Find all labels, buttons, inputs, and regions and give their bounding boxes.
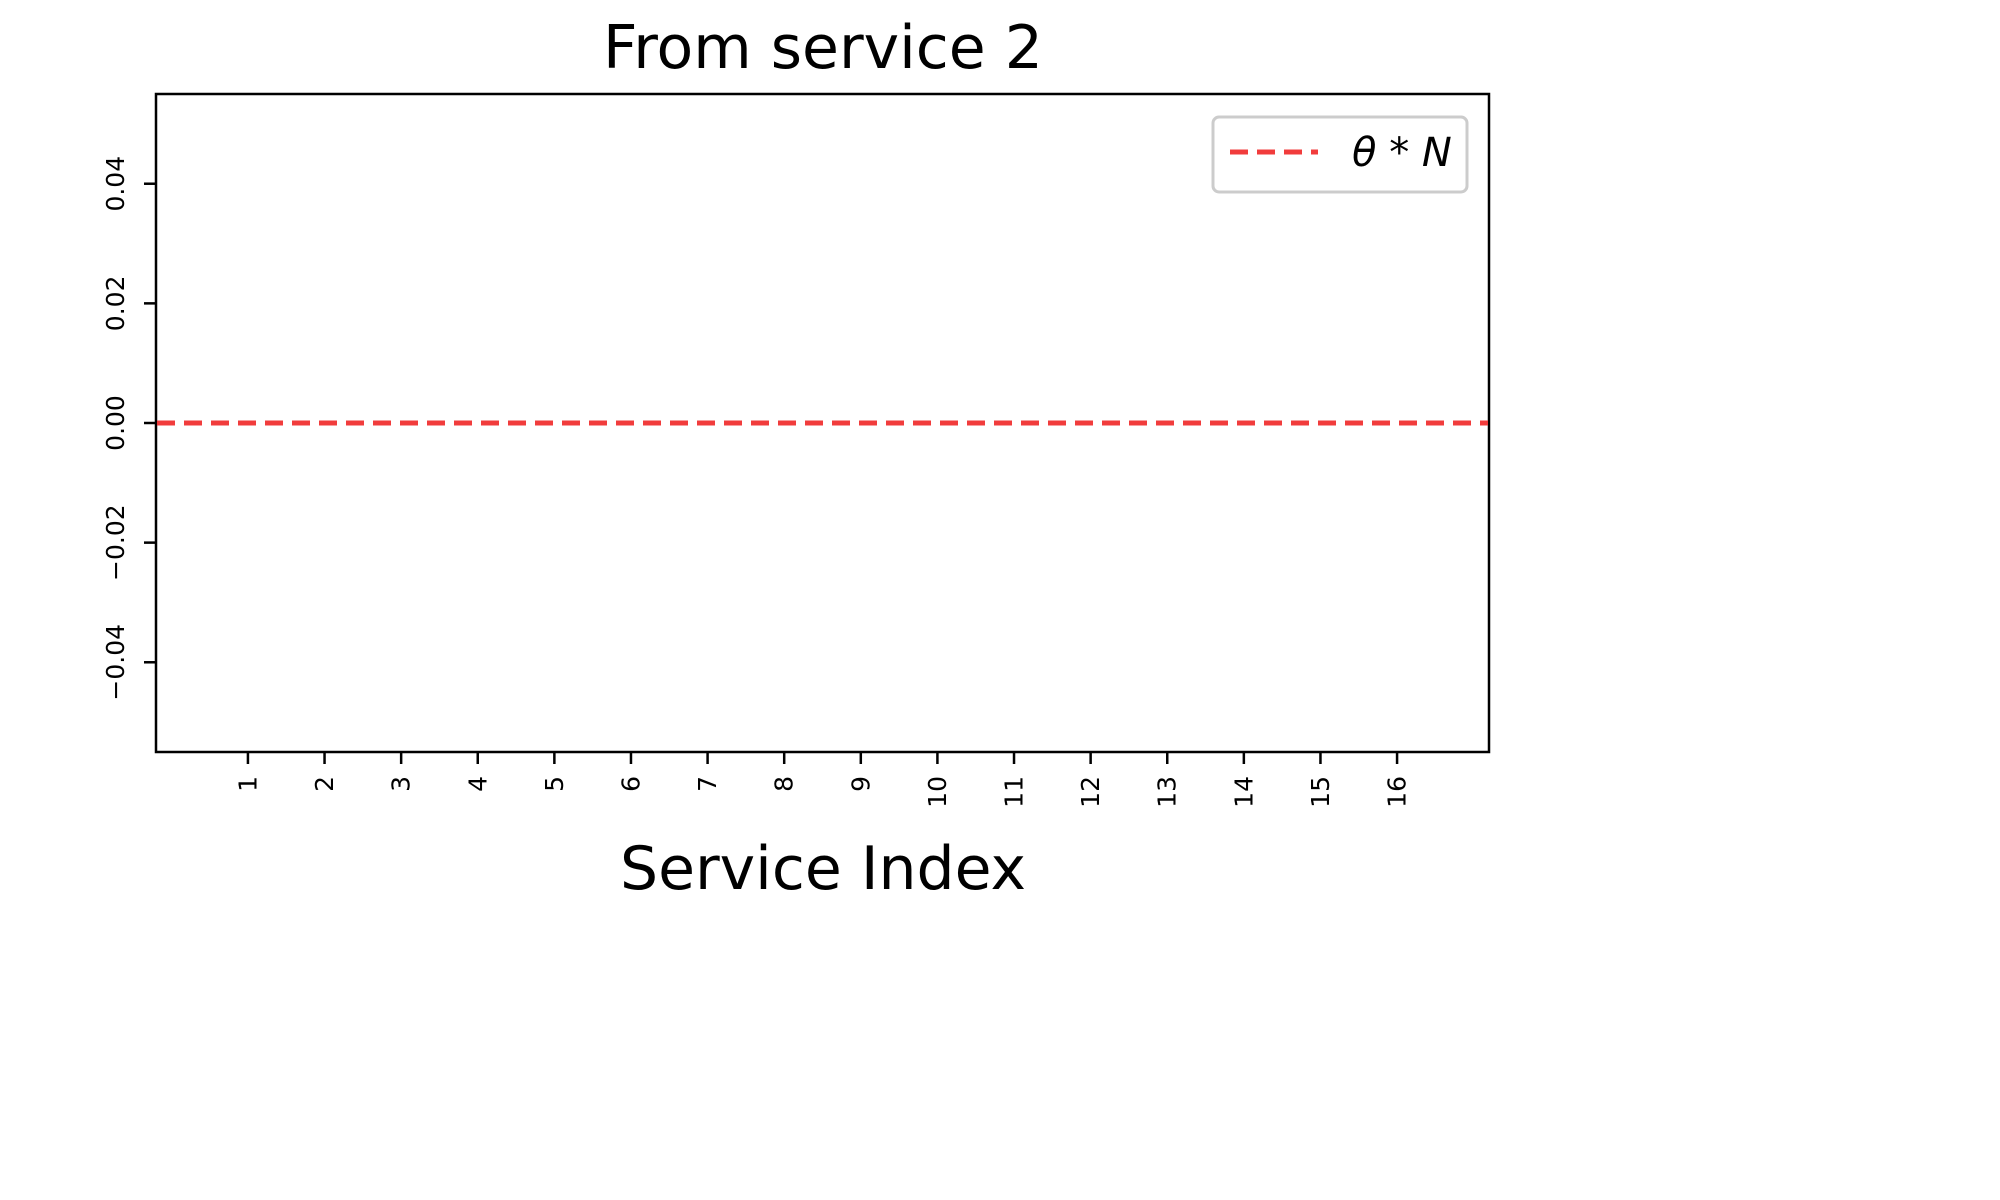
legend-label-theta-n: θ * N (1352, 130, 1452, 176)
x-tick-label: 14 (1229, 776, 1258, 808)
x-tick-label: 16 (1383, 776, 1412, 808)
chart: From service 2 1 2 3 4 5 6 7 8 9 10 11 12 13 14 15 16 −… (101, 13, 1491, 904)
x-axis-label: Service Index (620, 834, 1026, 904)
chart-title: From service 2 (603, 13, 1043, 83)
x-tick-label: 3 (387, 776, 416, 792)
y-tick-label: 0.02 (101, 276, 130, 332)
x-tick-label: 8 (770, 776, 799, 792)
x-tick-label: 9 (846, 776, 875, 792)
y-tick-label: 0.04 (101, 156, 130, 212)
legend: θ * N (1211, 115, 1469, 194)
x-tick-label: 10 (923, 776, 952, 808)
y-tick-label: −0.04 (101, 624, 130, 701)
x-tick-label: 11 (1000, 776, 1029, 808)
x-tick-label: 5 (540, 776, 569, 792)
x-tick-label: 13 (1153, 776, 1182, 808)
x-tick-label: 12 (1076, 776, 1105, 808)
y-tick-label: −0.02 (101, 504, 130, 581)
x-tick-label: 7 (693, 776, 722, 792)
x-tick-label: 6 (616, 776, 645, 792)
x-tick-label: 2 (310, 776, 339, 792)
x-tick-label: 1 (233, 776, 262, 792)
x-tick-label: 4 (463, 776, 492, 792)
y-axis-ticks: −0.04 −0.02 0.00 0.02 0.04 (101, 156, 156, 701)
y-tick-label: 0.00 (101, 395, 130, 451)
x-axis-ticks: 1 2 3 4 5 6 7 8 9 10 11 12 13 14 15 16 (233, 752, 1412, 808)
legend-box (1211, 115, 1469, 194)
x-tick-label: 15 (1306, 776, 1335, 808)
